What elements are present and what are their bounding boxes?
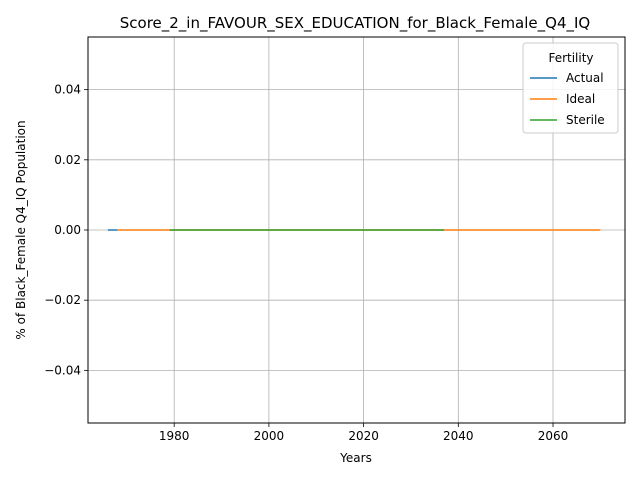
x-tick-label: 1980	[159, 429, 190, 443]
y-axis-label: % of Black_Female Q4_IQ Population	[14, 120, 28, 339]
x-tick-label: 2000	[254, 429, 285, 443]
y-tick-label: −0.02	[44, 293, 81, 307]
legend-label-actual: Actual	[566, 71, 604, 85]
legend-items: Actual Ideal Sterile	[530, 71, 605, 127]
y-tick-label: 0.00	[54, 223, 81, 237]
x-tick-label: 2020	[348, 429, 379, 443]
chart-title: Score_2_in_FAVOUR_SEX_EDUCATION_for_Blac…	[120, 14, 590, 33]
legend-label-ideal: Ideal	[566, 92, 595, 106]
x-tick-label: 2060	[538, 429, 569, 443]
legend-label-sterile: Sterile	[566, 113, 605, 127]
y-tick-label: 0.04	[54, 83, 81, 97]
legend-title: Fertility	[548, 51, 593, 65]
x-axis-ticks: 1980 2000 2020 2040 2060	[159, 423, 568, 443]
y-tick-label: 0.02	[54, 153, 81, 167]
legend: Fertility Actual Ideal Sterile	[522, 42, 619, 134]
x-tick-label: 2040	[443, 429, 474, 443]
y-axis-ticks: −0.04 −0.02 0.00 0.02 0.04	[44, 83, 88, 377]
x-axis-label: Years	[339, 451, 372, 465]
legend-box	[522, 42, 619, 134]
y-tick-label: −0.04	[44, 363, 81, 377]
